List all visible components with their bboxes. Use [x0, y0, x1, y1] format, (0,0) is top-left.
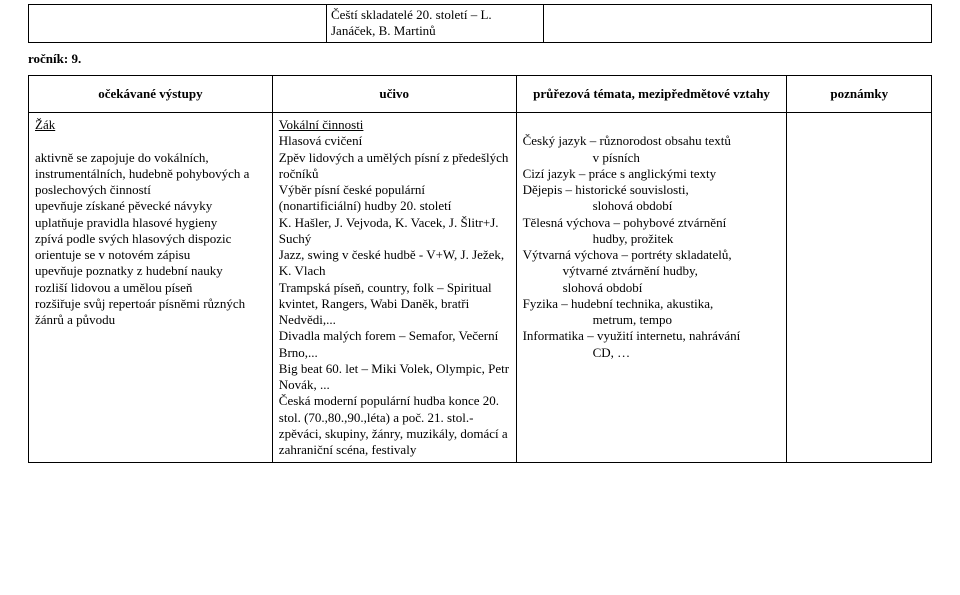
zak-label: Žák [35, 117, 55, 132]
header-prurezova: průřezová témata, mezipředmětové vztahy [516, 75, 787, 112]
c1-l3: zpívá podle svých hlasových dispozic [35, 231, 231, 246]
cell-outputs: Žák aktivně se zapojuje do vokálních, in… [29, 113, 273, 463]
header-ucivo: učivo [272, 75, 516, 112]
c3-l1b: v písních [523, 150, 781, 166]
c2-title: Vokální činnosti [279, 117, 364, 132]
c3-l6b: metrum, tempo [523, 312, 781, 328]
c3-l7a: Informatika – využití internetu, nahrává… [523, 328, 741, 343]
c3-l5a: Výtvarná výchova – portréty skladatelů, [523, 247, 732, 262]
c3-l4b: hudby, prožitek [523, 231, 781, 247]
top-cell-3 [543, 5, 931, 43]
c3-l4a: Tělesná výchova – pohybové ztvárnění [523, 215, 727, 230]
c2-l6: Big beat 60. let – Miki Volek, Olympic, … [279, 361, 509, 392]
header-row: očekávané výstupy učivo průřezová témata… [29, 75, 932, 112]
c3-l3a: Dějepis – historické souvislosti, [523, 182, 689, 197]
c2-l7: Česká moderní populární hudba konce 20. … [279, 393, 508, 457]
cell-prurezova: Český jazyk – různorodost obsahu textů v… [516, 113, 787, 463]
cell-ucivo: Vokální činnosti Hlasová cvičení Zpěv li… [272, 113, 516, 463]
c2-l4: Trampská píseň, country, folk – Spiritua… [279, 280, 492, 328]
c3-l1a: Český jazyk – různorodost obsahu textů [523, 133, 731, 148]
c2-l2: K. Hašler, J. Vejvoda, K. Vacek, J. Šlit… [279, 215, 499, 246]
top-cell-1 [29, 5, 327, 43]
c1-l0: aktivně se zapojuje do vokálních, instru… [35, 150, 249, 198]
c1-l6: rozliší lidovou a umělou píseň [35, 280, 192, 295]
header-outputs: očekávané výstupy [29, 75, 273, 112]
c1-l1: upevňuje získané pěvecké návyky [35, 198, 212, 213]
c2-l1: Výběr písní české populární (nonartifici… [279, 182, 452, 213]
c3-l2: Cizí jazyk – práce s anglickými texty [523, 166, 717, 181]
top-small-table: Čeští skladatelé 20. století – L. Janáče… [28, 4, 932, 43]
header-poznamky: poznámky [787, 75, 932, 112]
main-table: očekávané výstupy učivo průřezová témata… [28, 75, 932, 464]
c1-l7: rozšiřuje svůj repertoár písněmi různých… [35, 296, 245, 327]
top-cell-2: Čeští skladatelé 20. století – L. Janáče… [326, 5, 543, 43]
c1-l5: upevňuje poznatky z hudební nauky [35, 263, 223, 278]
c2-l0: Zpěv lidových a umělých písní z předešlý… [279, 150, 509, 181]
grade-label: ročník: 9. [28, 51, 932, 67]
c3-l5c: slohová období [523, 280, 781, 296]
c3-l7b: CD, … [523, 345, 781, 361]
c1-l2: uplatňuje pravidla hlasové hygieny [35, 215, 217, 230]
c2-l3: Jazz, swing v české hudbě - V+W, J. Ježe… [279, 247, 504, 278]
content-row: Žák aktivně se zapojuje do vokálních, in… [29, 113, 932, 463]
c3-l3b: slohová období [523, 198, 781, 214]
c2-sub: Hlasová cvičení [279, 133, 362, 148]
c1-l4: orientuje se v notovém zápisu [35, 247, 190, 262]
c3-l5b: výtvarné ztvárnění hudby, [523, 263, 781, 279]
cell-poznamky [787, 113, 932, 463]
c2-l5: Divadla malých forem – Semafor, Večerní … [279, 328, 498, 359]
c3-l6a: Fyzika – hudební technika, akustika, [523, 296, 714, 311]
